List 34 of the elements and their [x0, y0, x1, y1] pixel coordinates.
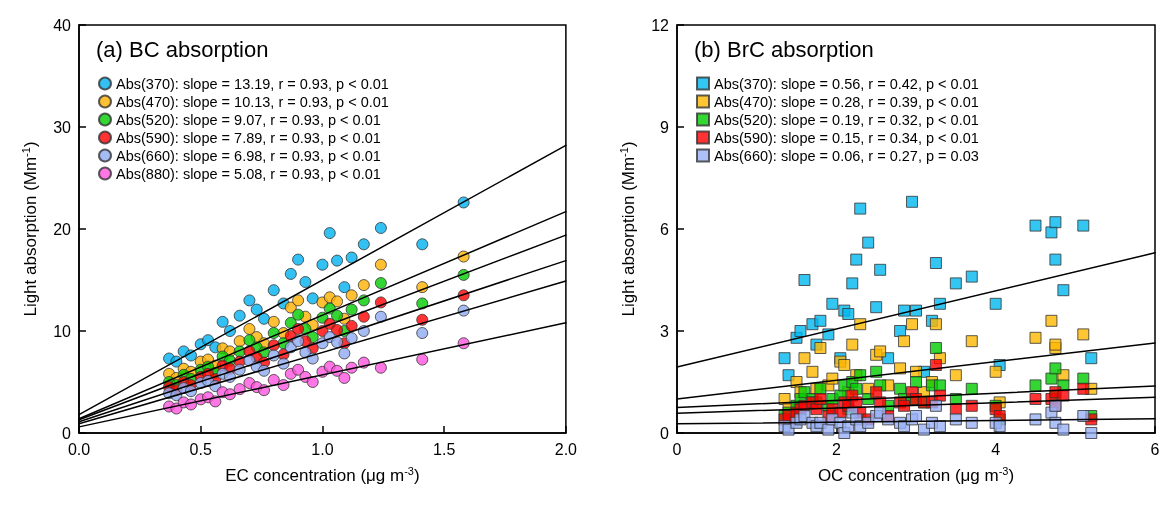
legend-label: Abs(470): slope = 0.28, r = 0.39, p < 0.01 [714, 93, 979, 110]
y-tick-label: 10 [53, 322, 72, 340]
legend-label: Abs(590): slope = 0.15, r = 0.34, p < 0.01 [714, 129, 979, 146]
x-tick-label: 6 [1150, 440, 1160, 458]
x-tick-label: 0.0 [67, 440, 91, 458]
y-tick-label: 30 [53, 118, 72, 136]
y-tick-label: 0 [660, 424, 670, 442]
y-tick-label: 40 [53, 16, 72, 34]
y-tick-label: 0 [62, 424, 72, 442]
text: (a) BC absorption [96, 36, 269, 62]
text: (b) BrC absorption [694, 36, 874, 62]
legend-label: Abs(660): slope = 6.98, r = 0.93, p < 0.01 [116, 147, 381, 164]
legend-label: Abs(370): slope = 0.56, r = 0.42, p < 0.01 [714, 75, 979, 92]
x-tick-label: 0 [672, 440, 682, 458]
x-tick-label: 2 [831, 440, 841, 458]
y-tick-label: 3 [660, 322, 670, 340]
y-tick-label: 20 [53, 220, 72, 238]
x-tick-label: 0.5 [189, 440, 212, 458]
legend-label: Abs(880): slope = 5.08, r = 0.93, p < 0.01 [116, 165, 381, 182]
legend-label: Abs(520): slope = 9.07, r = 0.93, p < 0.01 [116, 111, 381, 128]
legend-label: Abs(470): slope = 10.13, r = 0.93, p < 0.01 [116, 93, 389, 110]
legend-label: Abs(590): slope = 7.89, r = 0.93, p < 0.01 [116, 129, 381, 146]
y-axis-title: Light absorption (Mm-1) [617, 141, 638, 317]
y-axis-title: Light absorption (Mm-1) [19, 141, 40, 317]
x-tick-label: 1.0 [311, 440, 334, 458]
y-tick-label: 12 [651, 16, 670, 34]
x-tick-label: 1.5 [433, 440, 456, 458]
legend-label: Abs(520): slope = 0.19, r = 0.32, p < 0.01 [714, 111, 979, 128]
legend-label: Abs(370): slope = 13.19, r = 0.93, p < 0.01 [116, 75, 389, 92]
legend-label: Abs(660): slope = 0.06, r = 0.27, p = 0.03 [714, 147, 979, 164]
x-tick-label: 4 [991, 440, 1001, 458]
x-tick-label: 2.0 [554, 440, 578, 458]
y-tick-label: 9 [660, 118, 670, 136]
y-tick-label: 6 [660, 220, 670, 238]
